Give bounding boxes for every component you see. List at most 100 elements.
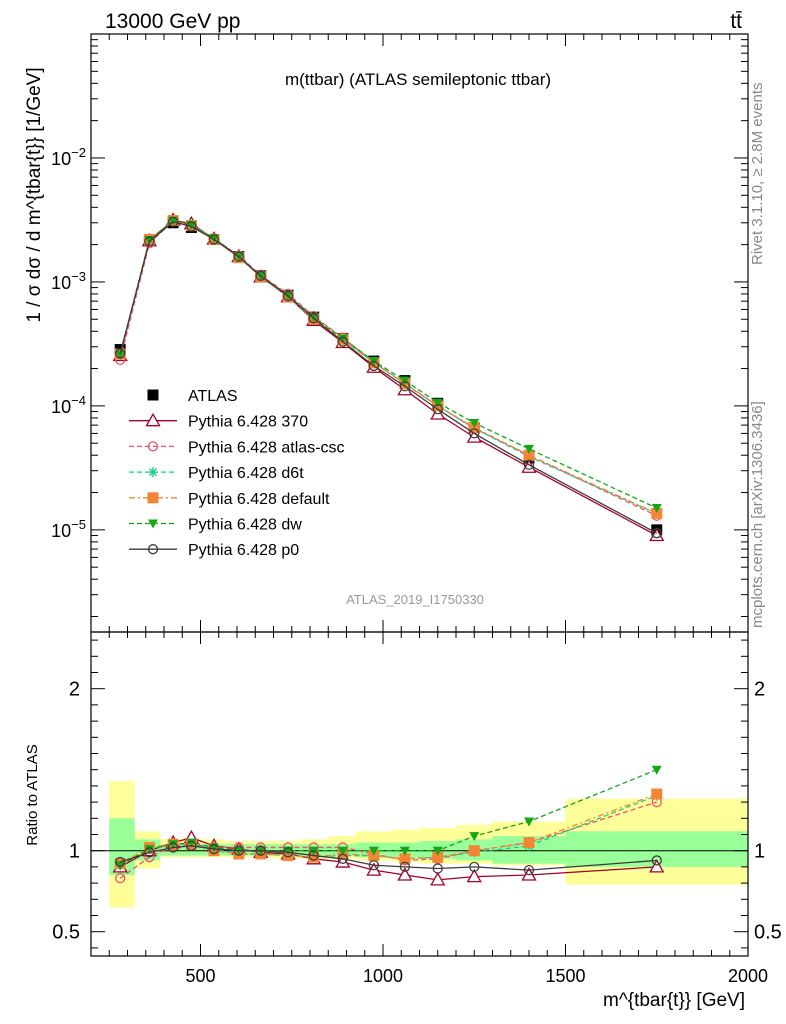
ratio-series-point: [186, 838, 197, 848]
main-series-point: [651, 507, 663, 519]
ratio-series-point: [115, 856, 126, 868]
main-series-point: [144, 236, 155, 247]
main-series-point: [399, 376, 410, 386]
ratio-series-point: [432, 846, 443, 856]
main-series-point: [523, 449, 535, 461]
main-series-point: [208, 234, 220, 245]
ratio-series-point: [469, 861, 480, 873]
ratio-y-tick-label-left: 0.5: [52, 922, 80, 944]
main-series-point: [524, 444, 534, 454]
legend: ATLAS Pythia 6.428 370 Pythia 6.428 atlas-…: [129, 388, 345, 559]
ratio-y-tick-label-left: 1: [69, 841, 80, 863]
main-series-point: [168, 216, 179, 226]
ratio-series-point: [524, 817, 534, 827]
main-series-point: [649, 527, 665, 542]
ratio-series-point: [523, 864, 535, 876]
legend-label: Pythia 6.428 370: [188, 414, 308, 431]
ratio-series-point: [523, 837, 535, 849]
main-series-point: [523, 459, 535, 470]
main-series-point: [167, 216, 179, 228]
main-series-line: [119, 219, 658, 509]
ratio-y-axis-label: Ratio to ATLAS: [24, 744, 41, 845]
main-series-point: [255, 270, 266, 281]
main-series-point: [651, 528, 662, 539]
ratio-y-tick-label-left: 2: [69, 679, 80, 701]
ratio-plot-frame: [90, 631, 749, 957]
main-series-point: [432, 404, 443, 415]
ratio-series-point: [432, 851, 444, 863]
ratio-y-tick-label-right: 0.5: [754, 922, 782, 944]
y-tick-label: 10−5: [51, 517, 86, 541]
ratio-series-point: [399, 853, 411, 865]
ratio-series-point: [466, 868, 482, 883]
main-series-line: [119, 219, 658, 514]
header-process-label: 13000 GeV pp: [105, 10, 240, 33]
main-series-point: [337, 336, 349, 347]
ratio-series-point: [432, 863, 443, 874]
legend-label: ATLAS: [188, 388, 238, 405]
x-tick-label: 1000: [363, 966, 403, 986]
main-series-point: [469, 428, 480, 439]
x-tick-label: 500: [185, 966, 215, 986]
ratio-series-point: [468, 845, 480, 857]
y-tick-label: 10−3: [51, 269, 86, 293]
main-series-point: [337, 334, 348, 344]
ratio-series-point: [399, 861, 411, 873]
main-series-point: [282, 290, 294, 302]
legend-marker: [145, 412, 161, 427]
legend-label: Pythia 6.428 dw: [188, 517, 302, 534]
legend-marker: [147, 544, 159, 555]
analysis-watermark: ATLAS_2019_I1750330: [346, 592, 484, 607]
x-tick-label: 1500: [545, 966, 585, 986]
ratio-series-point: [255, 845, 266, 856]
ratio-series-point: [167, 842, 179, 853]
mcplots-reference-label: mcplots.cern.ch [arXiv:1306.3436]: [749, 401, 766, 628]
header-channel-label: tt̄: [730, 10, 742, 33]
ratio-series-point: [115, 861, 126, 871]
legend-marker: [148, 519, 158, 529]
legend-marker: [147, 492, 159, 504]
main-series-point: [233, 251, 244, 262]
y-tick-label: 10−2: [51, 145, 86, 169]
ratio-series-point: [651, 765, 662, 775]
ratio-series-point: [168, 840, 179, 850]
ratio-series-line: [119, 793, 657, 865]
legend-label: Pythia 6.428 atlas-csc: [188, 439, 345, 456]
ratio-series-point: [399, 846, 410, 856]
ratio-series-point: [368, 846, 379, 856]
ratio-series-point: [208, 843, 220, 855]
ratio-series-point: [651, 855, 662, 866]
x-tick-label: 2000: [728, 966, 768, 986]
ratio-series-point: [144, 845, 155, 855]
ratio-series-point: [308, 851, 320, 863]
ratio-series-point: [186, 840, 197, 851]
legend-label: Pythia 6.428 default: [188, 491, 330, 508]
ratio-series-point: [282, 847, 294, 858]
main-series-point: [115, 350, 126, 360]
main-series-point: [308, 313, 319, 324]
ratio-series: [112, 765, 665, 886]
ratio-series-point: [308, 850, 319, 861]
ratio-series-point: [397, 867, 413, 881]
main-series-point: [399, 381, 411, 392]
legend-marker: [147, 441, 159, 452]
main-series-point: [432, 398, 443, 408]
main-series-line: [119, 219, 658, 537]
ratio-series-line: [119, 769, 657, 866]
ratio-series-point: [469, 832, 480, 842]
main-series: [112, 212, 665, 542]
ratio-series-point: [337, 846, 348, 856]
main-series-point: [186, 221, 197, 232]
main-series-point: [469, 418, 480, 428]
ratio-series-point: [651, 788, 663, 800]
ratio-series-point: [115, 873, 126, 884]
ratio-series-point: [233, 845, 244, 856]
ratio-series-point: [368, 860, 380, 871]
ratio-series-point: [649, 859, 665, 873]
ratio-series-line: [119, 845, 657, 871]
main-series-line: [119, 221, 658, 534]
x-axis-label: m^{tbar{t}} [GeV]: [603, 990, 745, 1011]
legend-label: Pythia 6.428 p0: [188, 542, 299, 559]
legend-label: Pythia 6.428 d6t: [188, 465, 304, 482]
